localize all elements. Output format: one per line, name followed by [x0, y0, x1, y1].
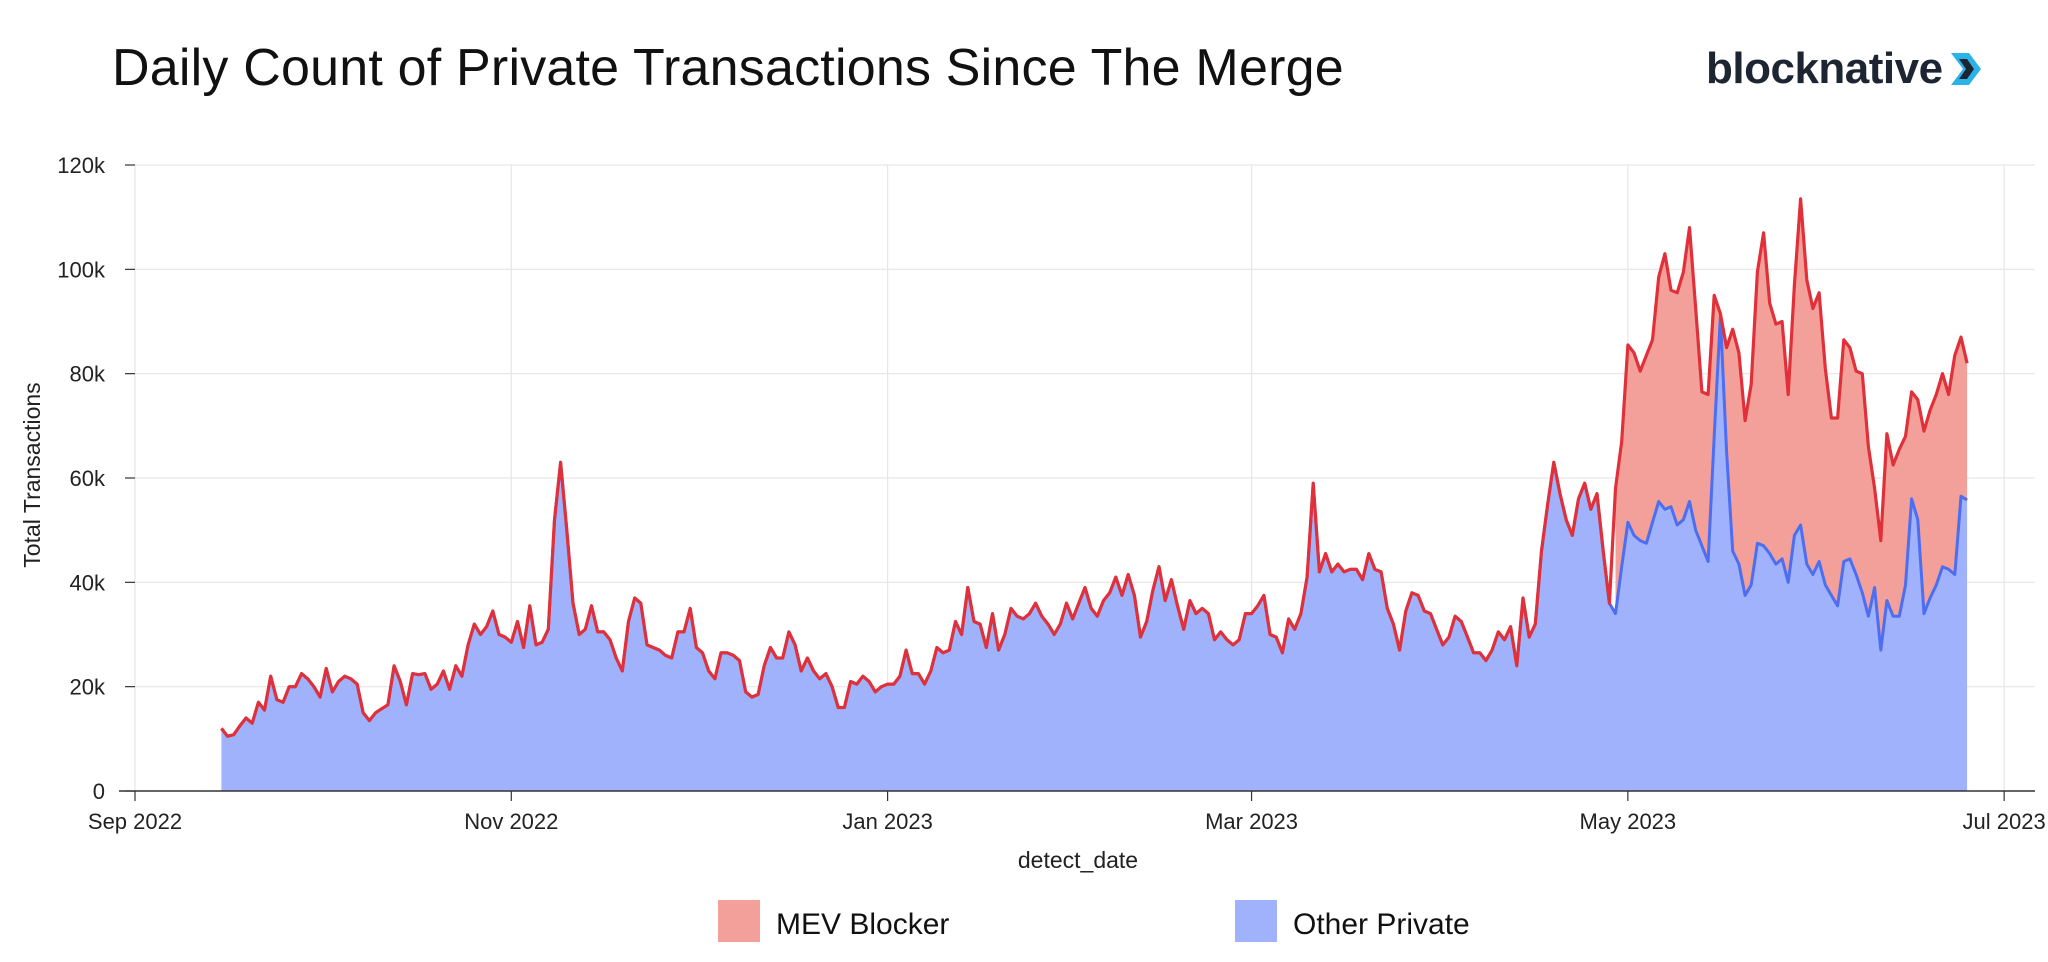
- y-tick-label: 60k: [70, 466, 106, 491]
- blocknative-logo: blocknative: [1706, 44, 1983, 94]
- axes: [119, 164, 2035, 801]
- logo-text: blocknative: [1706, 44, 1943, 93]
- x-tick-label: May 2023: [1580, 809, 1677, 834]
- chart-title: Daily Count of Private Transactions Sinc…: [112, 39, 1344, 97]
- x-tick-label: Mar 2023: [1205, 809, 1298, 834]
- y-tick-label: 0: [93, 779, 105, 804]
- x-axis-title: detect_date: [1018, 847, 1138, 873]
- x-tick-label: Jan 2023: [842, 809, 933, 834]
- legend-label: MEV Blocker: [776, 908, 949, 941]
- y-tick-labels: 0 20k 40k 60k 80k 100k 120k: [57, 153, 106, 804]
- y-tick-label: 20k: [70, 675, 106, 700]
- legend-label: Other Private: [1293, 908, 1470, 941]
- x-tick-labels: Sep 2022 Nov 2022 Jan 2023 Mar 2023 May 2023…: [88, 809, 2046, 834]
- other-private-area: [221, 316, 1968, 791]
- x-tick-label: Nov 2022: [464, 809, 558, 834]
- blocknative-logo-icon: [1950, 53, 1981, 85]
- y-tick-label: 40k: [70, 570, 106, 595]
- x-tick-label: Jul 2023: [1963, 809, 2046, 834]
- total-line-mev-blocker: [220, 197, 1969, 738]
- y-tick-label: 100k: [57, 257, 106, 282]
- y-tick-label: 80k: [70, 362, 106, 387]
- x-tick-label: Sep 2022: [88, 809, 182, 834]
- y-tick-label: 120k: [57, 153, 106, 178]
- legend-swatch: [718, 900, 760, 942]
- y-axis-title: Total Transactions: [19, 382, 45, 567]
- legend: MEV Blocker Other Private: [718, 900, 1470, 942]
- series-areas: [221, 198, 1968, 791]
- series-lines: [220, 197, 1969, 738]
- legend-swatch: [1235, 900, 1277, 942]
